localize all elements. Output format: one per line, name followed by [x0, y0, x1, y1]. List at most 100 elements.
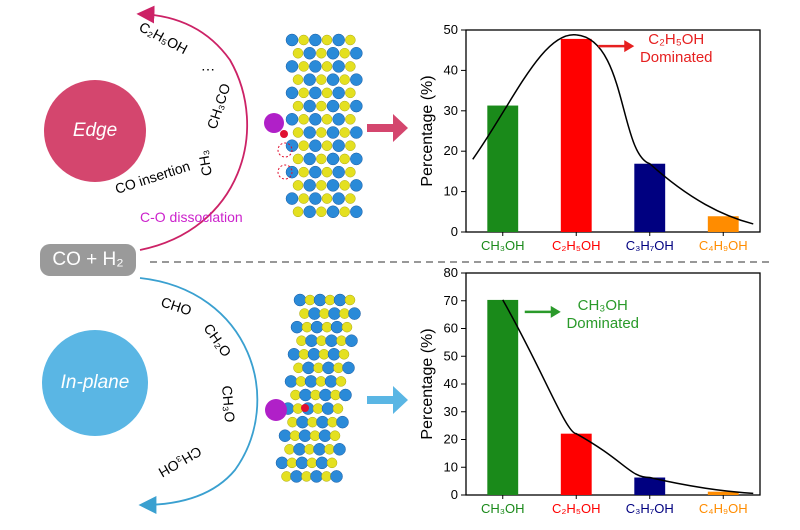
- edge-pathway-arrow: [136, 5, 249, 251]
- atom: [339, 127, 350, 138]
- atom: [309, 139, 322, 152]
- atom: [298, 61, 309, 72]
- atom: [324, 375, 338, 388]
- atom: [321, 166, 333, 178]
- atom: [313, 293, 327, 307]
- atom: [345, 166, 356, 178]
- atom: [293, 443, 306, 456]
- bar: [634, 477, 666, 495]
- oxygen-atom: [280, 130, 288, 138]
- atom: [298, 193, 309, 204]
- edge-step-5: C₂H₅OH: [137, 19, 191, 58]
- metal-atom: [265, 399, 287, 421]
- atom: [326, 99, 340, 113]
- inplane-pathway-arrow: [138, 277, 259, 514]
- atom: [316, 153, 327, 165]
- annotation-line1: CH₃OH: [578, 297, 628, 314]
- atom: [324, 444, 335, 455]
- inplane-site-circle: In-plane: [42, 330, 148, 436]
- edge-dots: ⋯: [201, 61, 215, 77]
- atom: [310, 470, 323, 483]
- atom: [309, 192, 322, 205]
- atom: [333, 293, 347, 307]
- atom: [303, 205, 316, 219]
- atom: [350, 126, 363, 139]
- atom: [332, 60, 345, 73]
- atom: [339, 308, 350, 319]
- atom: [330, 470, 343, 483]
- x-tick-label: C₂H₅OH: [552, 238, 601, 253]
- y-tick-label: 40: [444, 62, 458, 77]
- atom: [332, 86, 345, 100]
- atom: [322, 361, 335, 375]
- atom: [350, 152, 363, 166]
- atom: [316, 415, 329, 429]
- atom: [281, 471, 292, 482]
- atom: [345, 61, 356, 72]
- edge-product-chart: 0 10 20 30 40 50 Percentage (%) CH₃OH C₂H₅OH C₃H₇…: [419, 22, 761, 253]
- atom: [295, 376, 307, 387]
- atom: [303, 46, 316, 60]
- atom: [306, 457, 318, 469]
- y-tick-label: 50: [444, 22, 458, 37]
- bar: [487, 299, 519, 495]
- y-tick-label: 20: [444, 143, 458, 158]
- atom: [292, 47, 304, 59]
- atom: [318, 429, 332, 442]
- atom: [329, 430, 341, 441]
- atom: [344, 294, 356, 306]
- atom: [342, 361, 355, 375]
- y-tick-label: 10: [444, 184, 458, 199]
- vacancy-marker: [277, 142, 293, 158]
- atom: [335, 376, 347, 387]
- atom: [326, 152, 340, 166]
- bar: [560, 38, 592, 232]
- atom: [336, 335, 347, 346]
- atom: [332, 403, 344, 414]
- atom: [321, 87, 333, 99]
- inplane-to-chart-arrow: [367, 386, 408, 414]
- bar: [707, 216, 739, 232]
- atom: [326, 205, 340, 219]
- atom: [316, 127, 327, 138]
- atom: [292, 127, 304, 138]
- edge-step-1: C-O dissociation: [140, 209, 243, 225]
- bar: [707, 491, 739, 495]
- x-tick-label: C₃H₇OH: [626, 238, 674, 253]
- atom: [307, 416, 318, 428]
- atom: [298, 114, 309, 125]
- annotation-arrowhead: [624, 40, 635, 53]
- annotation-line2: Dominated: [566, 315, 639, 332]
- edge-step-4: CH₃CO: [204, 81, 234, 131]
- atom: [303, 152, 316, 166]
- atom: [301, 471, 312, 482]
- atom: [310, 320, 324, 334]
- atom: [330, 320, 344, 334]
- atom: [336, 415, 349, 429]
- atom: [290, 470, 303, 483]
- y-tick-label: 10: [444, 459, 458, 474]
- atom: [345, 140, 356, 151]
- x-tick-label: CH₃OH: [481, 238, 525, 253]
- atom: [316, 74, 327, 85]
- trend-curve: [502, 299, 754, 495]
- inplane-step-3: CH₃O: [219, 385, 238, 423]
- x-tick-label: C₃H₇OH: [626, 501, 674, 516]
- atom: [309, 165, 322, 179]
- inplane-step-1: CHO: [159, 294, 194, 319]
- atom: [292, 100, 304, 112]
- atom: [285, 139, 299, 152]
- atom: [326, 126, 340, 139]
- annotation-line2: Dominated: [640, 49, 713, 66]
- atom: [285, 192, 299, 205]
- atom: [303, 179, 316, 192]
- x-tick-label: C₄H₉OH: [699, 501, 748, 516]
- inplane-site-label: In-plane: [60, 372, 130, 393]
- atom: [315, 376, 327, 387]
- atom: [304, 294, 316, 306]
- atom: [285, 60, 299, 73]
- edge-to-chart-arrow: [367, 114, 408, 142]
- annotation-line1: C₂H₅OH: [648, 31, 704, 48]
- atom: [332, 165, 345, 179]
